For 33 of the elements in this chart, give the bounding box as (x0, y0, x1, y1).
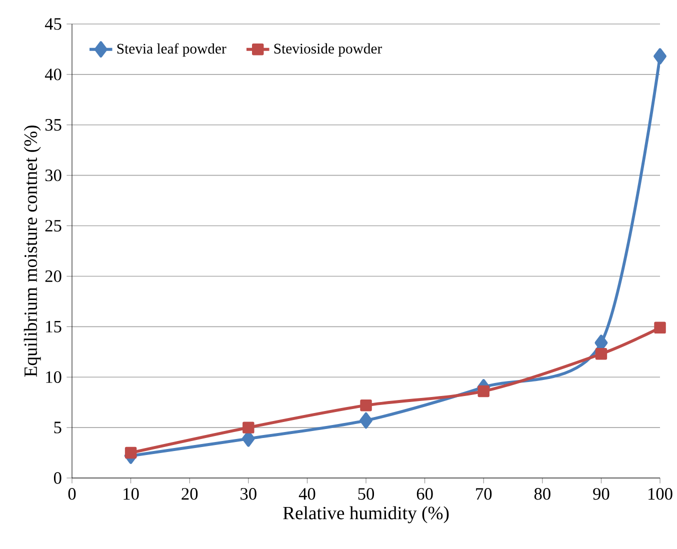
y-tick-label: 30 (45, 169, 62, 182)
y-tick-label: 25 (45, 220, 62, 232)
y-tick-label: 35 (45, 119, 62, 131)
y-tick-label: 0 (54, 472, 62, 484)
x-tick-label: 50 (358, 488, 374, 500)
legend-label: Stevioside powder (274, 43, 382, 57)
y-tick-label: 45 (44, 18, 62, 30)
legend-label: Stevia leaf powder (117, 43, 226, 57)
x-tick-label: 0 (68, 488, 76, 500)
point (595, 348, 608, 360)
point (242, 422, 254, 434)
x-axis-title: Relative humidity (%) (283, 506, 449, 524)
x-tick-label: 30 (240, 488, 256, 500)
point (478, 385, 490, 398)
x-tick-label: 20 (182, 488, 198, 500)
point (360, 412, 372, 429)
y-tick-label: 20 (45, 270, 62, 282)
x-tick-label: 10 (124, 488, 139, 500)
x-tick-label: 100 (648, 488, 672, 500)
y-tick-label: 5 (54, 422, 62, 434)
point (654, 322, 666, 334)
point (124, 446, 137, 459)
point (654, 48, 666, 64)
x-tick-label: 60 (416, 488, 433, 500)
y-tick-label: 15 (46, 320, 62, 332)
x-tick-label: 70 (476, 488, 492, 500)
point (360, 399, 372, 412)
x-tick-label: 40 (298, 488, 316, 500)
y-tick-label: 10 (46, 371, 62, 383)
y-tick-label: 40 (44, 68, 62, 80)
x-tick-label: 80 (534, 488, 550, 500)
x-tick-label: 90 (593, 488, 610, 500)
y-axis-title: Equilibrium moisture contnet (%) (24, 126, 41, 377)
